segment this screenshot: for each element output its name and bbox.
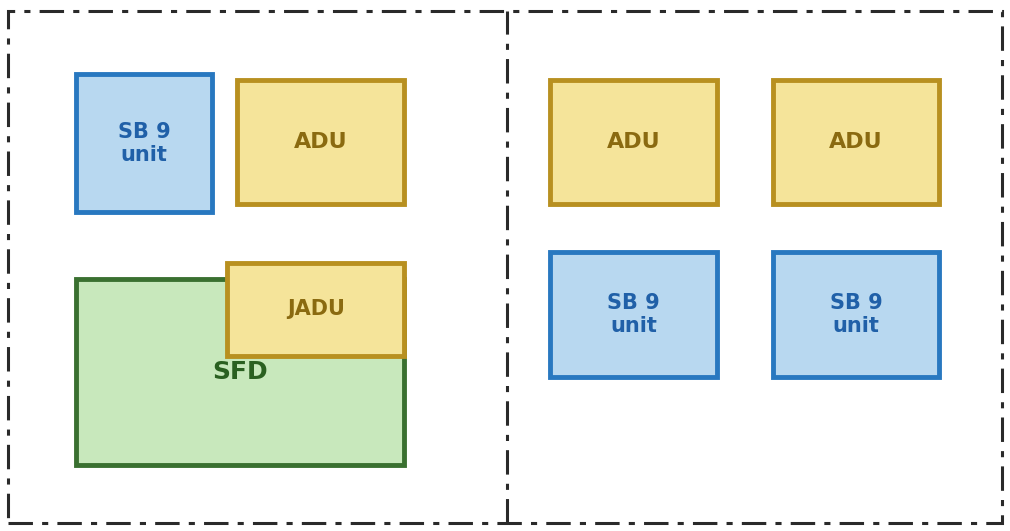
Bar xyxy=(237,80,404,204)
Bar xyxy=(550,80,717,204)
Bar xyxy=(227,263,404,356)
Text: SB 9
unit: SB 9 unit xyxy=(829,293,883,336)
Text: SFD: SFD xyxy=(212,359,268,384)
Text: JADU: JADU xyxy=(287,299,344,319)
Bar xyxy=(76,279,404,465)
Bar xyxy=(76,74,212,212)
Text: ADU: ADU xyxy=(829,132,883,152)
Bar xyxy=(550,252,717,377)
Text: SB 9
unit: SB 9 unit xyxy=(607,293,661,336)
Bar xyxy=(773,252,939,377)
Bar xyxy=(773,80,939,204)
Text: ADU: ADU xyxy=(607,132,661,152)
Text: ADU: ADU xyxy=(294,132,347,152)
Text: SB 9
unit: SB 9 unit xyxy=(117,122,171,165)
